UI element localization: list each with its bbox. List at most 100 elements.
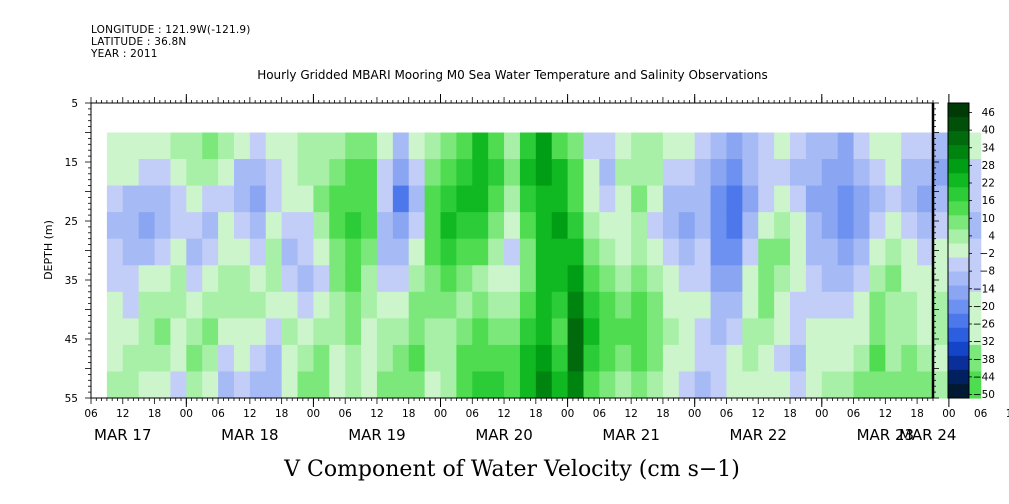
colorbar-label: −44 bbox=[973, 371, 995, 383]
heatmap-cell bbox=[424, 185, 442, 213]
heatmap-cell bbox=[329, 212, 346, 240]
heatmap-cell bbox=[106, 212, 124, 240]
heatmap-cell bbox=[678, 132, 696, 160]
heatmap-cell bbox=[583, 291, 600, 319]
heatmap-cell bbox=[472, 212, 489, 240]
heatmap-cell bbox=[202, 291, 219, 319]
heatmap-cell bbox=[551, 265, 569, 293]
heatmap-cell bbox=[424, 318, 442, 346]
x-hour-tick-label: 00 bbox=[434, 408, 447, 420]
heatmap-cell bbox=[837, 185, 855, 213]
heatmap-cell bbox=[233, 185, 251, 213]
heatmap-cell bbox=[186, 344, 203, 373]
heatmap-cell bbox=[885, 344, 902, 373]
heatmap-cell bbox=[694, 212, 712, 240]
heatmap-cell bbox=[790, 238, 807, 266]
heatmap-cell bbox=[837, 291, 855, 319]
heatmap-cell bbox=[345, 291, 362, 319]
heatmap-cell bbox=[297, 185, 315, 213]
heatmap-cell bbox=[535, 318, 553, 346]
heatmap-cell bbox=[408, 291, 426, 319]
heatmap-cell bbox=[504, 344, 521, 373]
heatmap-cell bbox=[376, 238, 394, 266]
colorbar-swatch bbox=[948, 313, 969, 329]
heatmap-cell bbox=[933, 185, 950, 213]
heatmap-cell bbox=[265, 371, 283, 399]
heatmap-cell bbox=[424, 291, 442, 319]
heatmap-cell bbox=[186, 318, 203, 346]
heatmap-cell bbox=[917, 291, 934, 319]
heatmap-cell bbox=[726, 238, 743, 266]
heatmap-cell bbox=[694, 159, 712, 187]
heatmap-cell bbox=[170, 344, 187, 373]
heatmap-cell bbox=[821, 132, 839, 160]
heatmap-cell bbox=[631, 344, 648, 373]
heatmap-cell bbox=[662, 318, 680, 346]
heatmap-cell bbox=[345, 318, 362, 346]
heatmap-cell bbox=[853, 318, 871, 346]
y-tick-label: 55 bbox=[65, 393, 78, 405]
heatmap-cell bbox=[678, 159, 696, 187]
heatmap-cell bbox=[297, 318, 315, 346]
heatmap-cell bbox=[567, 212, 585, 240]
heatmap-cell bbox=[313, 291, 330, 319]
heatmap-cell bbox=[376, 265, 394, 293]
heatmap-cell bbox=[599, 318, 616, 346]
heatmap-cell bbox=[678, 344, 696, 373]
colorbar-label: −26 bbox=[973, 319, 995, 331]
heatmap-cell bbox=[376, 212, 394, 240]
heatmap-cell bbox=[408, 159, 426, 187]
heatmap-cell bbox=[281, 238, 299, 266]
heatmap-cell bbox=[551, 159, 569, 187]
heatmap-cell bbox=[424, 132, 442, 160]
heatmap-cell bbox=[805, 132, 823, 160]
heatmap-cell bbox=[488, 291, 505, 319]
heatmap-cell bbox=[821, 159, 839, 187]
chart-title: Hourly Gridded MBARI Mooring M0 Sea Wate… bbox=[257, 68, 768, 82]
heatmap-cell bbox=[535, 159, 553, 187]
heatmap-cell bbox=[933, 238, 950, 266]
heatmap-cell bbox=[218, 265, 235, 293]
heatmap-cell bbox=[758, 185, 775, 213]
heatmap-cell bbox=[297, 371, 315, 399]
x-hour-tick-label: 12 bbox=[116, 408, 129, 420]
heatmap-cell bbox=[408, 238, 426, 266]
heatmap-cell bbox=[392, 318, 410, 346]
heatmap-cell bbox=[631, 159, 648, 187]
heatmap-cell bbox=[440, 344, 457, 373]
heatmap-cell bbox=[917, 265, 934, 293]
heatmap-cell bbox=[233, 238, 251, 266]
heatmap-cell bbox=[662, 212, 680, 240]
heatmap-cell bbox=[885, 212, 902, 240]
heatmap-cell bbox=[885, 132, 902, 160]
heatmap-cell bbox=[361, 185, 378, 213]
heatmap-cell bbox=[265, 185, 283, 213]
heatmap-cell bbox=[615, 265, 632, 293]
heatmap-cell bbox=[170, 132, 187, 160]
heatmap-cell bbox=[805, 371, 823, 399]
heatmap-cell bbox=[885, 238, 902, 266]
heatmap-cell bbox=[567, 265, 585, 293]
y-tick-label: 5 bbox=[71, 98, 78, 110]
heatmap-cell bbox=[774, 132, 791, 160]
heatmap-cell bbox=[345, 132, 362, 160]
heatmap-cell bbox=[774, 318, 791, 346]
heatmap-cell bbox=[790, 291, 807, 319]
heatmap-cell bbox=[313, 344, 330, 373]
heatmap-cell bbox=[853, 344, 871, 373]
heatmap-cell bbox=[361, 265, 378, 293]
heatmap-cell bbox=[202, 371, 219, 399]
heatmap-cell bbox=[869, 291, 886, 319]
heatmap-cell bbox=[186, 371, 203, 399]
colorbar-swatch bbox=[948, 173, 969, 188]
heatmap-cell bbox=[361, 318, 378, 346]
heatmap-cell bbox=[122, 265, 140, 293]
heatmap-cell bbox=[726, 344, 743, 373]
heatmap-cell bbox=[694, 238, 712, 266]
heatmap-cell bbox=[186, 132, 203, 160]
heatmap-cell bbox=[106, 265, 124, 293]
heatmap-cell bbox=[647, 265, 664, 293]
heatmap-cell bbox=[869, 318, 886, 346]
heatmap-cell bbox=[138, 159, 156, 187]
heatmap-cell bbox=[901, 291, 918, 319]
